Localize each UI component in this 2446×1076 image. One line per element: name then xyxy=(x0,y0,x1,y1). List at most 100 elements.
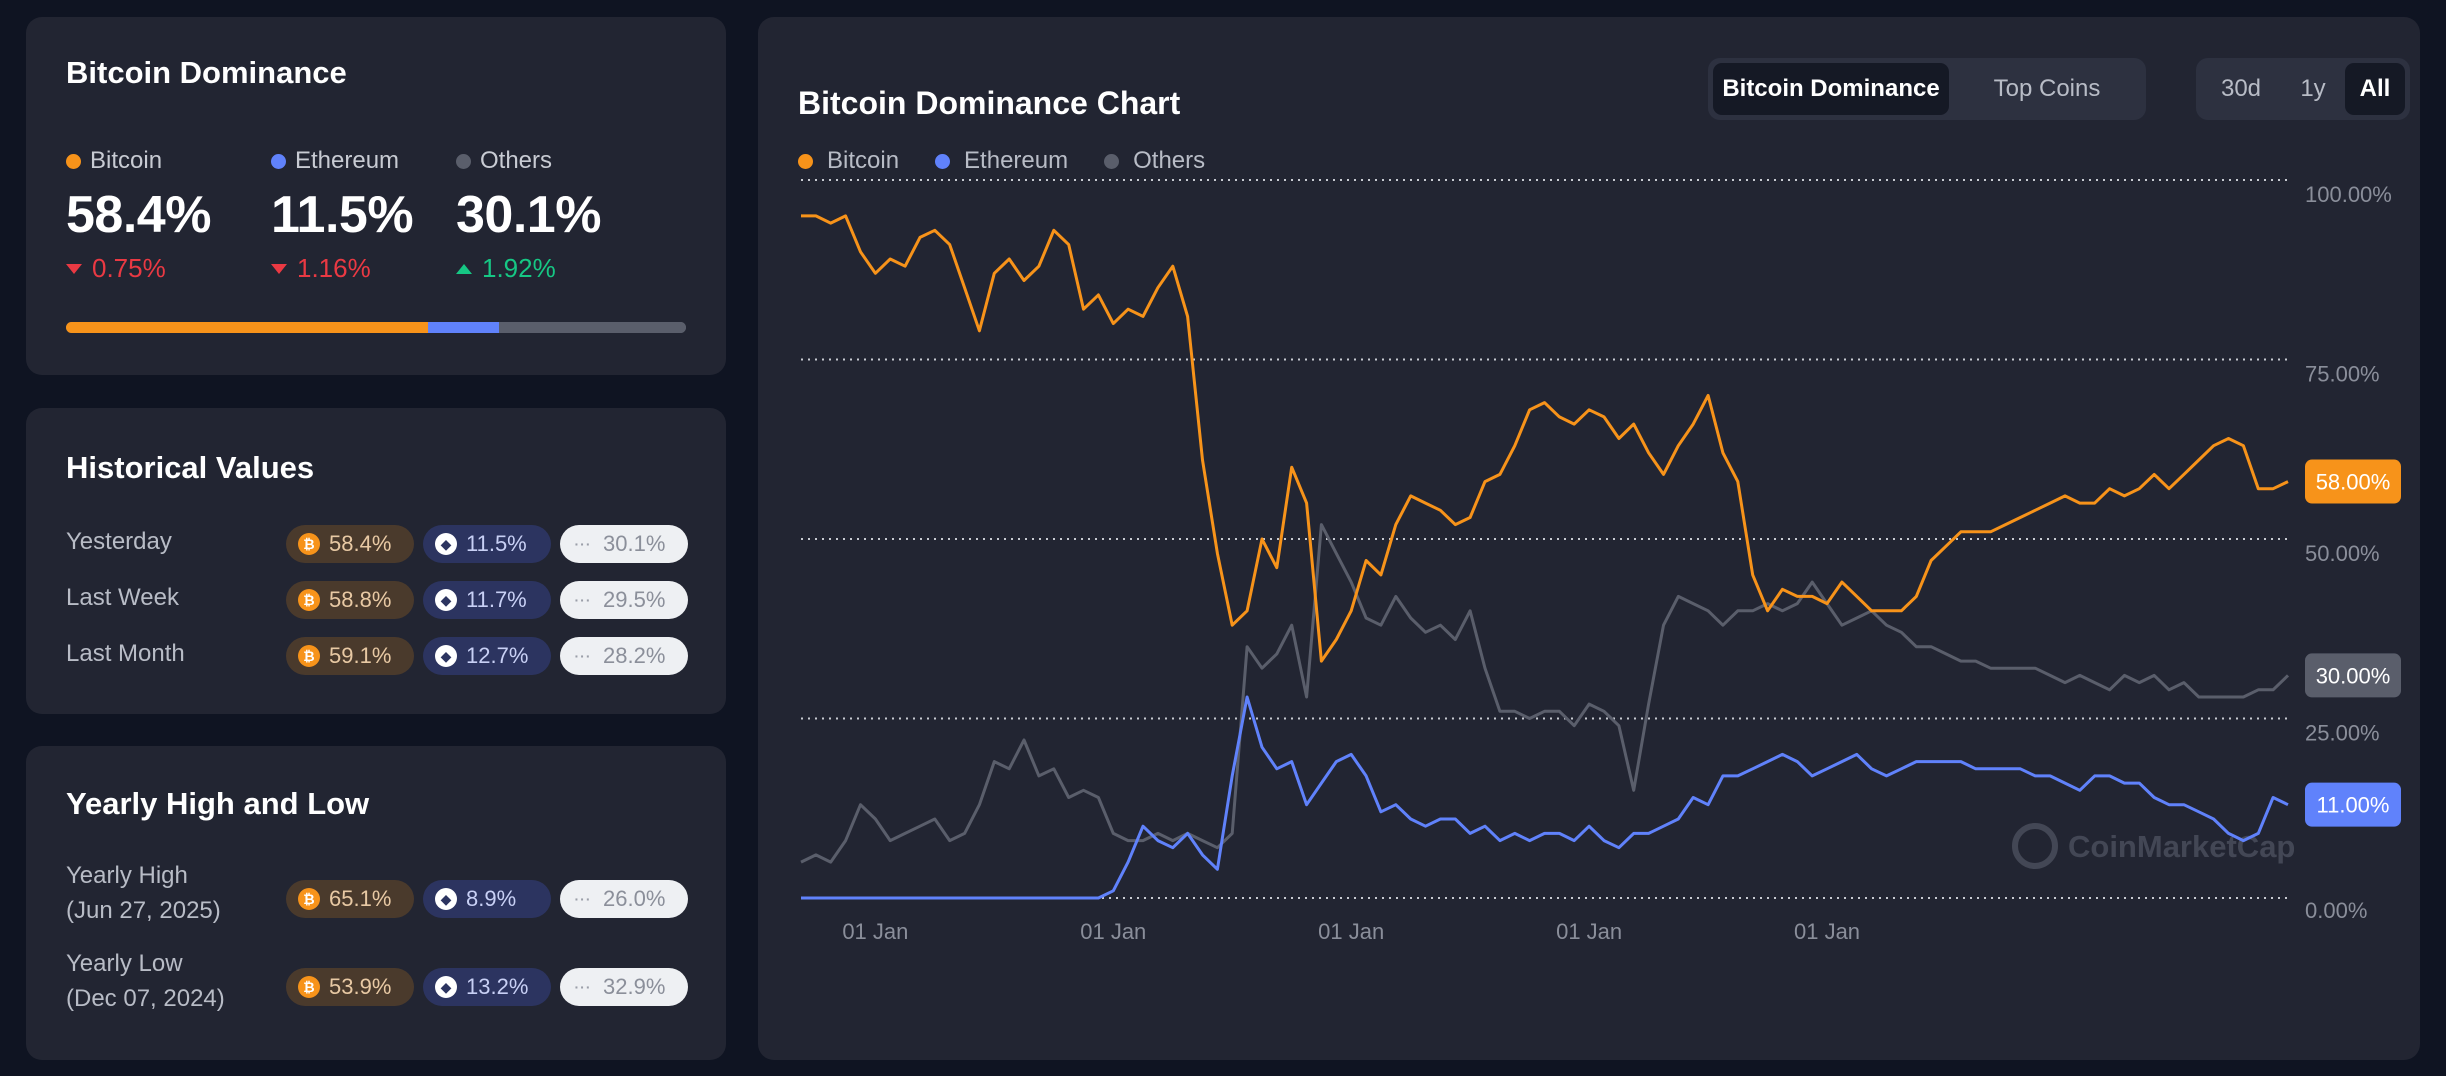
range-30d[interactable]: 30d xyxy=(2220,75,2262,102)
row-label-yesterday: Yesterday xyxy=(66,528,172,555)
x-tick-label: 01 Jan xyxy=(1080,919,1146,944)
yearly-high-date: (Jun 27, 2025) xyxy=(66,897,221,924)
yearly-row-high: ₿ 65.1% ◆ 8.9% ··· 26.0% xyxy=(286,880,688,918)
ethereum-dominance: Ethereum 11.5% 1.16% xyxy=(271,147,414,284)
down-arrow-icon xyxy=(66,263,82,274)
more-icon: ··· xyxy=(574,536,592,552)
others-dot xyxy=(456,153,471,169)
others-change: 1.92% xyxy=(482,253,556,283)
bitcoin-change: 0.75% xyxy=(92,253,166,283)
ethereum-icon: ◆ xyxy=(435,645,457,667)
more-icon: ··· xyxy=(574,648,592,664)
legend-bitcoin-dot xyxy=(798,153,813,169)
bitcoin-icon: ₿ xyxy=(298,976,320,998)
btc-pill: ₿ 65.1% xyxy=(286,880,414,918)
series-line-others xyxy=(800,523,2290,864)
dominance-summary-card: Bitcoin Dominance Bitcoin 58.4% 0.75% Et… xyxy=(26,17,726,375)
bitcoin-icon: ₿ xyxy=(298,533,320,555)
ethereum-icon: ◆ xyxy=(435,888,457,910)
y-tick-label: 75.00% xyxy=(2305,362,2380,387)
bitcoin-label: Bitcoin xyxy=(90,147,163,174)
y-tick-label: 100.00% xyxy=(2305,182,2392,207)
legend-bitcoin[interactable]: Bitcoin xyxy=(798,147,899,175)
chart-legend: Bitcoin Ethereum Others xyxy=(798,147,1205,175)
legend-ethereum[interactable]: Ethereum xyxy=(935,147,1068,175)
eth-pill: ◆ 12.7% xyxy=(423,637,551,675)
chart-type-toggle: Bitcoin Dominance Top Coins xyxy=(1708,58,2146,120)
watermark-text: CoinMarketCap xyxy=(2068,829,2295,864)
others-pill: ··· 30.1% xyxy=(560,525,688,563)
ethereum-value: 11.5% xyxy=(271,186,414,244)
range-1y[interactable]: 1y xyxy=(2300,75,2326,102)
more-icon: ··· xyxy=(574,891,592,907)
end-value-badge-ethereum xyxy=(2305,782,2401,827)
others-pill: ··· 26.0% xyxy=(560,880,688,918)
historical-row-last-month: ₿ 59.1% ◆ 12.7% ··· 28.2% xyxy=(286,637,688,675)
others-pill: ··· 32.9% xyxy=(560,968,688,1006)
legend-ethereum-dot xyxy=(935,153,951,169)
ethereum-icon: ◆ xyxy=(435,589,457,611)
tab-top-coins[interactable]: Top Coins xyxy=(1993,75,2101,102)
end-value-badge-bitcoin xyxy=(2305,459,2401,504)
ethereum-icon: ◆ xyxy=(435,533,457,555)
row-label-last-week: Last Week xyxy=(66,584,179,611)
summary-title: Bitcoin Dominance xyxy=(66,55,347,90)
x-tick-label: 01 Jan xyxy=(1794,919,1860,944)
ethereum-label: Ethereum xyxy=(295,147,400,174)
x-tick-label: 01 Jan xyxy=(1318,919,1384,944)
range-all[interactable]: All xyxy=(2345,63,2405,115)
row-label-last-month: Last Month xyxy=(66,640,185,667)
x-tick-label: 01 Jan xyxy=(842,919,908,944)
share-bar-ethereum xyxy=(428,322,500,333)
dominance-line-chart[interactable]: 0.00% 25.00% 50.00% 75.00% 100.00% 01 Jan 01 J… xyxy=(758,17,2420,1060)
series-line-bitcoin xyxy=(801,214,2289,663)
coinmarketcap-watermark: CoinMarketCap xyxy=(2012,823,2295,869)
share-bar-bitcoin xyxy=(66,322,429,333)
bitcoin-icon: ₿ xyxy=(298,888,320,910)
legend-others[interactable]: Others xyxy=(1104,147,1205,175)
others-label: Others xyxy=(480,147,553,174)
bitcoin-dot xyxy=(66,153,81,169)
down-arrow-icon xyxy=(271,263,287,274)
coinmarketcap-logo-icon xyxy=(2012,823,2058,869)
end-value-badge-others xyxy=(2305,653,2401,698)
end-value-label-bitcoin: 58.00% xyxy=(2316,470,2391,495)
end-value-label-ethereum: 11.00% xyxy=(2317,793,2390,818)
row-label-yearly-high: Yearly High (Jun 27, 2025) xyxy=(66,858,221,928)
btc-pill: ₿ 58.8% xyxy=(286,581,414,619)
btc-pill: ₿ 58.4% xyxy=(286,525,414,563)
y-tick-label: 25.00% xyxy=(2305,721,2380,746)
more-icon: ··· xyxy=(574,592,592,608)
historical-row-yesterday: ₿ 58.4% ◆ 11.5% ··· 30.1% xyxy=(286,525,688,563)
yearly-row-low: ₿ 53.9% ◆ 13.2% ··· 32.9% xyxy=(286,968,688,1006)
btc-pill: ₿ 59.1% xyxy=(286,637,414,675)
y-tick-label: 50.00% xyxy=(2305,541,2380,566)
bitcoin-icon: ₿ xyxy=(298,589,320,611)
others-pill: ··· 28.2% xyxy=(560,637,688,675)
historical-values-card: Historical Values Yesterday ₿ 58.4% ◆ 11.5… xyxy=(26,408,726,714)
end-value-label-others: 30.00% xyxy=(2316,663,2391,688)
historical-title: Historical Values xyxy=(66,450,315,485)
ethereum-icon: ◆ xyxy=(435,976,457,998)
bitcoin-icon: ₿ xyxy=(298,645,320,667)
legend-others-dot xyxy=(1104,153,1120,169)
others-value: 30.1% xyxy=(456,186,601,244)
historical-row-last-week: ₿ 58.8% ◆ 11.7% ··· 29.5% xyxy=(286,581,688,619)
tab-bitcoin-dominance[interactable]: Bitcoin Dominance xyxy=(1713,63,1949,115)
others-pill: ··· 29.5% xyxy=(560,581,688,619)
ethereum-dot xyxy=(271,153,286,169)
btc-pill: ₿ 53.9% xyxy=(286,968,414,1006)
bitcoin-dominance: Bitcoin 58.4% 0.75% xyxy=(66,147,211,284)
row-label-yearly-low: Yearly Low (Dec 07, 2024) xyxy=(66,946,225,1016)
time-range-toggle: 30d 1y All xyxy=(2196,58,2410,120)
eth-pill: ◆ 8.9% xyxy=(423,880,551,918)
yearly-title: Yearly High and Low xyxy=(66,786,370,821)
dominance-chart-card: Bitcoin Dominance Chart Bitcoin Ethereum… xyxy=(758,17,2420,1060)
ethereum-change: 1.16% xyxy=(297,253,371,283)
more-icon: ··· xyxy=(574,979,592,995)
others-dominance: Others 30.1% 1.92% xyxy=(456,147,601,284)
x-tick-label: 01 Jan xyxy=(1556,919,1622,944)
eth-pill: ◆ 11.7% xyxy=(423,581,551,619)
series-line-ethereum xyxy=(801,695,2289,900)
eth-pill: ◆ 11.5% xyxy=(423,525,551,563)
